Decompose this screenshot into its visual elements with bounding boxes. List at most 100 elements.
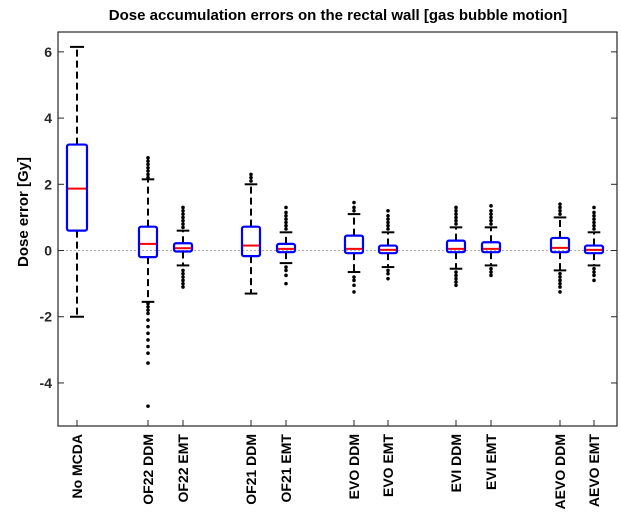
outlier-point	[386, 223, 390, 228]
outlier-point	[352, 200, 356, 205]
outlier-point	[386, 220, 390, 225]
box	[445, 239, 467, 254]
outlier-point	[386, 271, 390, 276]
x-tick-label: AEVO EMT	[586, 434, 602, 508]
outlier-point	[181, 225, 185, 230]
outlier-point	[454, 270, 458, 274]
outlier-point	[146, 156, 150, 160]
outlier-point	[558, 208, 562, 213]
outlier-point	[489, 218, 493, 223]
box	[172, 242, 194, 253]
outlier-point	[146, 361, 150, 365]
outlier-point	[146, 175, 150, 180]
outlier-point	[284, 210, 288, 215]
outlier-point	[146, 159, 150, 163]
outlier-point	[146, 308, 150, 312]
outlier-point	[181, 215, 185, 220]
outlier-point	[386, 276, 390, 281]
outlier-point	[146, 318, 150, 322]
outlier-point	[181, 281, 185, 286]
outlier-point	[454, 215, 458, 220]
outlier-point	[489, 204, 493, 208]
box	[65, 143, 89, 232]
outlier-point	[558, 212, 562, 216]
outlier-point	[146, 165, 150, 170]
outlier-point	[592, 223, 596, 228]
outlier-point	[558, 285, 562, 289]
outlier-point	[489, 266, 493, 271]
outlier-point	[146, 404, 150, 408]
outlier-point	[489, 273, 493, 278]
outlier-point	[146, 305, 150, 309]
outlier-point	[454, 208, 458, 213]
outlier-point	[558, 278, 562, 283]
outlier-point	[181, 205, 185, 210]
outlier-point	[284, 273, 288, 278]
outlier-point	[352, 283, 356, 288]
outlier-point	[249, 172, 253, 177]
x-tick-label: EVI DDM	[448, 434, 464, 492]
outlier-point	[181, 212, 185, 216]
outlier-point	[284, 213, 288, 218]
outlier-point	[386, 268, 390, 273]
outlier-point	[558, 290, 562, 294]
outlier-point	[454, 276, 458, 281]
outlier-point	[592, 266, 596, 271]
x-tick-label: EVI EMT	[483, 434, 499, 490]
outlier-point	[558, 271, 562, 276]
outlier-point	[592, 273, 596, 278]
box	[275, 242, 297, 254]
plot-area: -4 -2 0 2 4 6 No MCDA OF22 DDM OF22 EMT OF21 DDM O…	[40, 31, 618, 509]
box	[137, 225, 159, 259]
x-tick-label: EVO DDM	[346, 434, 362, 499]
y-axis-label: Dose error [Gy]	[15, 157, 32, 267]
outlier-point	[146, 162, 150, 167]
outlier-point	[284, 265, 288, 269]
outlier-point	[181, 275, 185, 279]
outlier-point	[592, 210, 596, 215]
outlier-point	[592, 213, 596, 218]
outlier-point	[146, 301, 150, 306]
outlier-point	[352, 290, 356, 294]
outlier-point	[489, 212, 493, 216]
outlier-point	[489, 222, 493, 226]
outlier-point	[592, 278, 596, 283]
x-tick-label: AEVO DDM	[552, 434, 568, 509]
outlier-point	[249, 179, 253, 183]
outlier-point	[146, 169, 150, 173]
box	[583, 244, 605, 255]
outlier-point	[454, 218, 458, 223]
outlier-point	[352, 208, 356, 213]
outlier-point	[454, 205, 458, 210]
outlier-point	[386, 208, 390, 213]
outlier-point	[592, 217, 596, 221]
y-tick-label: 0	[44, 243, 52, 259]
outlier-point	[386, 227, 390, 231]
outlier-point	[146, 331, 150, 336]
outlier-point	[592, 270, 596, 274]
outlier-point	[558, 275, 562, 279]
x-tick-label: OF22 EMT	[175, 434, 191, 503]
outlier-point	[558, 281, 562, 286]
outlier-point	[284, 281, 288, 286]
y-tick-label: 6	[44, 44, 52, 60]
outlier-point	[284, 205, 288, 210]
y-tick-label: 2	[44, 176, 52, 192]
outlier-point	[489, 270, 493, 274]
outlier-point	[146, 324, 150, 329]
x-tick-label: OF21 EMT	[278, 434, 294, 503]
outlier-point	[454, 273, 458, 278]
outlier-point	[181, 278, 185, 283]
y-tick-label: 4	[44, 110, 52, 126]
outlier-point	[181, 222, 185, 226]
y-tick-label: -2	[40, 309, 53, 325]
outlier-point	[181, 271, 185, 276]
box	[480, 241, 502, 254]
x-tick-label: No MCDA	[69, 434, 85, 499]
outlier-point	[284, 227, 288, 231]
box	[343, 234, 365, 255]
outlier-point	[489, 208, 493, 213]
outlier-point	[454, 222, 458, 226]
outlier-point	[454, 280, 458, 284]
